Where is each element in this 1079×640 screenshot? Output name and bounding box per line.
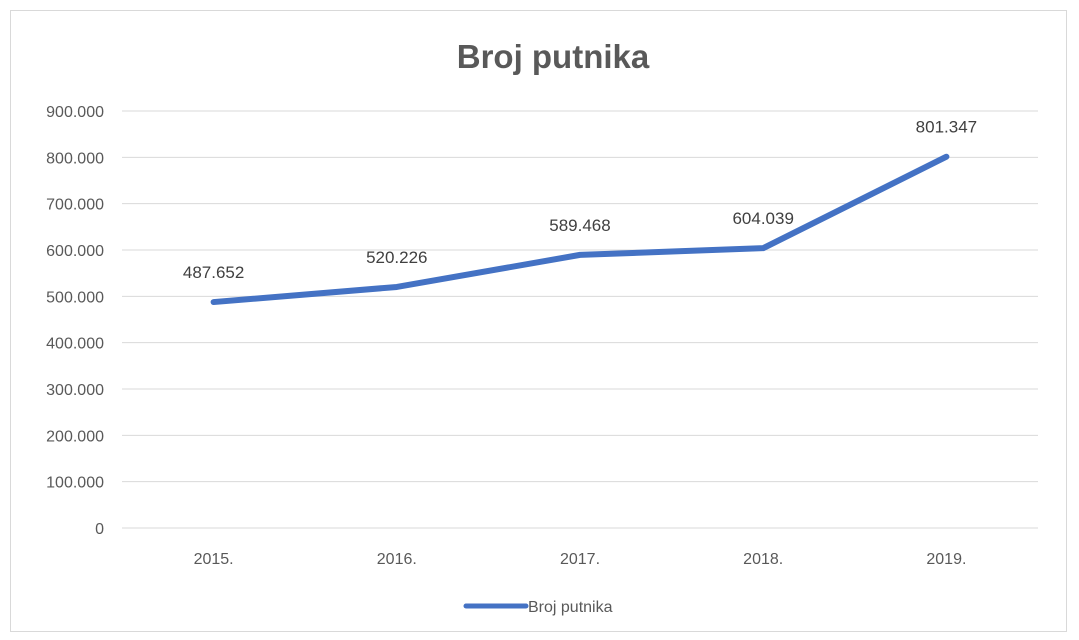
gridlines [122,110,1038,529]
y-tick-label: 300.000 [46,382,104,399]
series-line [210,153,950,306]
y-tick-label: 800.000 [46,150,104,167]
data-label: 801.347 [916,118,977,137]
y-tick-label: 500.000 [46,289,104,306]
x-tick-label: 2016. [377,551,417,568]
data-label: 589.468 [549,216,610,235]
y-tick-label: 400.000 [46,336,104,353]
y-tick-label: 700.000 [46,197,104,214]
x-tick-label: 2015. [194,551,234,568]
data-label: 487.652 [183,263,244,282]
chart-title: Broj putnika [457,38,650,75]
legend: Broj putnika [463,599,613,616]
data-label: 520.226 [366,248,427,267]
series-group [210,153,950,306]
data-label: 604.039 [732,209,793,228]
y-tick-label: 900.000 [46,104,104,121]
y-tick-label: 600.000 [46,243,104,260]
y-axis-tick-labels: 0 100.000 200.000 300.000 400.000 500.000 600.… [46,104,104,538]
data-labels: 487.652 520.226 589.468 604.039 801.347 [183,118,977,282]
x-axis-tick-labels: 2015. 2016. 2017. 2018. 2019. [194,551,967,568]
legend-label: Broj putnika [528,599,613,616]
x-tick-label: 2017. [560,551,600,568]
y-tick-label: 0 [95,521,104,538]
y-tick-label: 200.000 [46,428,104,445]
x-tick-label: 2019. [926,551,966,568]
y-tick-label: 100.000 [46,475,104,492]
x-tick-label: 2018. [743,551,783,568]
